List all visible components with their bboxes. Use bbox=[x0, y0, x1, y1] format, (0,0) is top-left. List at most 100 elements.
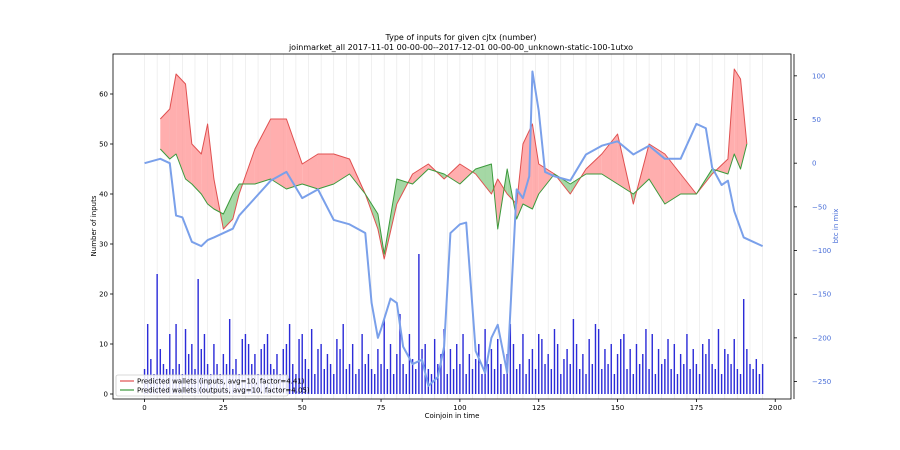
right-tick-label: 100 bbox=[812, 72, 825, 80]
bar bbox=[228, 319, 231, 394]
legend: Predicted wallets (inputs, avg=10, facto… bbox=[115, 374, 310, 397]
line-btc-in-mix bbox=[144, 70, 764, 387]
bar bbox=[374, 374, 376, 394]
y-tick-label: 40 bbox=[99, 191, 108, 199]
fill-region bbox=[317, 154, 334, 189]
y-tick-label: 30 bbox=[99, 241, 108, 249]
fill-region bbox=[160, 109, 170, 159]
bar bbox=[660, 364, 663, 394]
bar bbox=[292, 364, 294, 394]
bar bbox=[213, 344, 215, 394]
bar bbox=[560, 374, 562, 394]
bar bbox=[667, 339, 669, 394]
bar bbox=[421, 349, 423, 394]
line-inputs bbox=[159, 68, 748, 260]
bar bbox=[459, 364, 461, 394]
right-axis-label: btc in mix bbox=[832, 209, 840, 244]
bar bbox=[307, 369, 310, 394]
right-tick-label: 0 bbox=[812, 160, 816, 168]
bar bbox=[415, 369, 417, 394]
bar bbox=[336, 339, 338, 394]
bar bbox=[310, 329, 313, 394]
bar bbox=[169, 334, 171, 394]
bar bbox=[616, 354, 619, 394]
bar bbox=[528, 359, 530, 394]
fill-region bbox=[302, 154, 318, 189]
x-tick-label: 150 bbox=[611, 404, 624, 412]
bar bbox=[159, 349, 162, 394]
fill-region bbox=[412, 164, 429, 184]
legend-entry-inputs: Predicted wallets (inputs, avg=10, facto… bbox=[137, 378, 305, 386]
bar bbox=[351, 344, 354, 394]
bar bbox=[579, 369, 581, 394]
fill-region bbox=[716, 159, 728, 174]
bar bbox=[355, 374, 357, 394]
bars-layer bbox=[143, 254, 764, 394]
bar bbox=[522, 334, 524, 394]
bar bbox=[260, 349, 262, 394]
bar bbox=[474, 359, 477, 394]
bar bbox=[553, 329, 556, 394]
x-axis-label: Coinjoin in time bbox=[425, 412, 480, 420]
bar bbox=[263, 344, 266, 394]
bar bbox=[698, 374, 701, 394]
fill-region bbox=[459, 164, 473, 184]
bar bbox=[638, 364, 641, 394]
bar bbox=[392, 374, 395, 394]
bar bbox=[686, 334, 688, 394]
bar bbox=[538, 334, 540, 394]
x-tick-label: 125 bbox=[532, 404, 545, 412]
bar bbox=[405, 374, 407, 394]
bar bbox=[197, 279, 199, 394]
bar bbox=[427, 369, 430, 394]
bar bbox=[493, 369, 496, 394]
bar bbox=[739, 374, 742, 394]
x-tick-label: 75 bbox=[377, 404, 386, 412]
bar bbox=[452, 369, 455, 394]
bar bbox=[449, 349, 452, 394]
bar bbox=[714, 369, 717, 394]
bar bbox=[601, 369, 603, 394]
fill-region bbox=[740, 79, 747, 169]
x-tick-label: 175 bbox=[690, 404, 703, 412]
right-axis-ticks: 100 50 0 −50 −100 −150 −200 −250 bbox=[794, 72, 831, 386]
bar bbox=[386, 369, 389, 394]
bar bbox=[342, 324, 344, 394]
x-tick-label: 25 bbox=[219, 404, 228, 412]
bar bbox=[512, 344, 515, 394]
fill-region bbox=[734, 69, 741, 169]
bar bbox=[550, 369, 553, 394]
bar bbox=[358, 369, 360, 394]
right-tick-label: −250 bbox=[812, 378, 831, 386]
x-tick-label: 200 bbox=[769, 404, 782, 412]
bar bbox=[556, 344, 559, 394]
bar bbox=[654, 374, 657, 394]
bar bbox=[692, 349, 694, 394]
fill-region bbox=[286, 119, 303, 189]
y-tick-label: 50 bbox=[99, 141, 108, 149]
bar bbox=[541, 339, 543, 394]
bar bbox=[708, 339, 710, 394]
fill-region bbox=[664, 154, 681, 204]
bar bbox=[276, 354, 278, 394]
bar bbox=[304, 359, 307, 394]
bar bbox=[758, 374, 761, 394]
legend-box bbox=[115, 374, 289, 397]
bar bbox=[222, 354, 225, 394]
bar bbox=[651, 334, 653, 394]
bar bbox=[588, 339, 590, 394]
bar bbox=[456, 344, 458, 394]
x-tick-label: 0 bbox=[142, 404, 146, 412]
y-tick-label: 20 bbox=[99, 291, 108, 299]
bar bbox=[582, 354, 584, 394]
bar bbox=[191, 344, 193, 394]
bar bbox=[597, 329, 600, 394]
bar bbox=[411, 359, 414, 394]
fill-region bbox=[532, 124, 539, 209]
y-axis-label: Number of inputs bbox=[90, 195, 98, 256]
line-outputs bbox=[159, 143, 748, 255]
bar bbox=[471, 369, 474, 394]
bar bbox=[361, 334, 363, 394]
bar bbox=[679, 354, 682, 394]
bar bbox=[418, 254, 420, 394]
